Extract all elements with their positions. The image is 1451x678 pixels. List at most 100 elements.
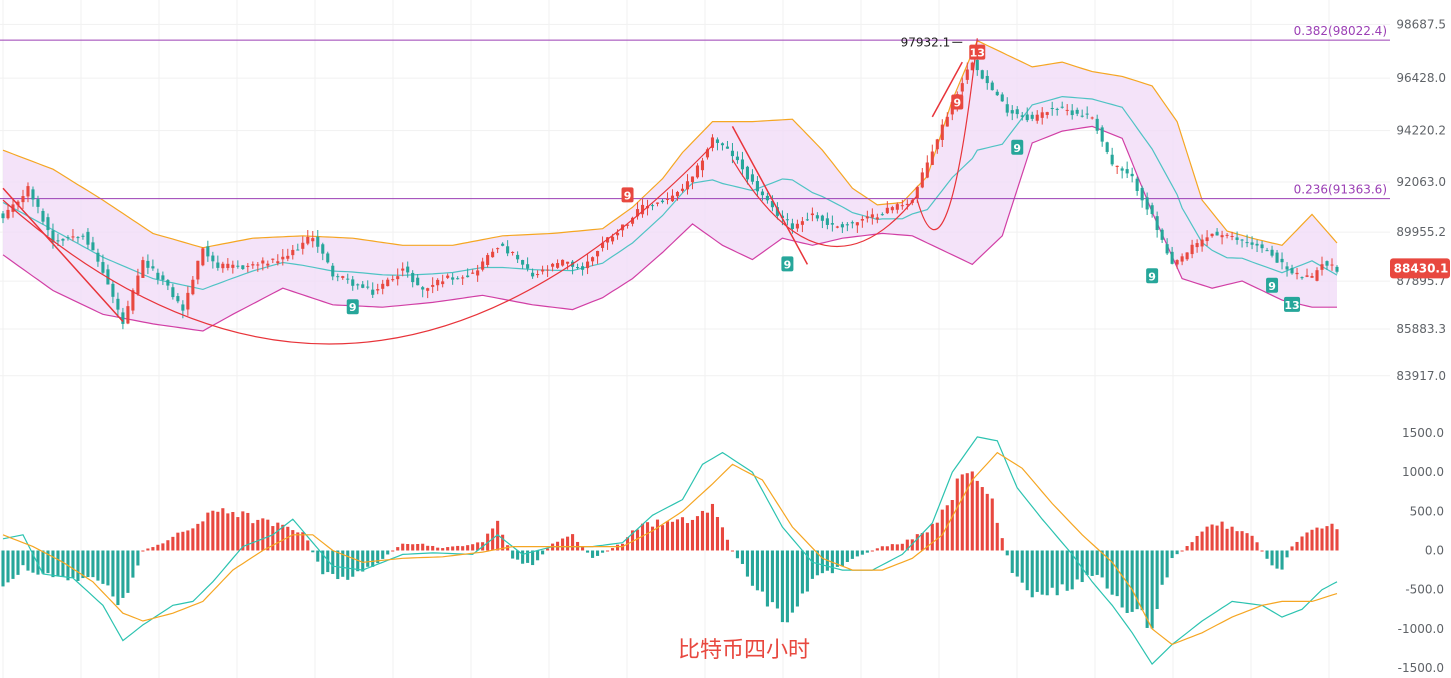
macd-hist-up [1205, 526, 1209, 551]
candle-up [960, 83, 964, 92]
candle-down [1130, 173, 1134, 177]
macd-hist-down [745, 550, 749, 577]
candle-up [795, 223, 799, 229]
macd-hist-up [645, 522, 650, 551]
candle-up [226, 263, 230, 269]
candle-up [835, 226, 839, 228]
macd-hist-down [1040, 550, 1044, 595]
candle-down [740, 159, 744, 170]
macd-hist-down [381, 550, 385, 559]
macd-hist-up [571, 534, 575, 551]
macd-hist-down [36, 550, 40, 575]
candle-down [660, 200, 665, 203]
candle-up [1180, 256, 1184, 262]
macd-hist-down [1270, 550, 1274, 566]
macd-hist-up [1305, 532, 1309, 551]
macd-hist-up [256, 519, 260, 551]
candle-down [211, 255, 215, 262]
candle-up [905, 203, 909, 205]
candle-up [965, 69, 969, 80]
candle-up [231, 264, 235, 268]
td-marker-bg [951, 94, 964, 110]
macd-hist-down [76, 550, 80, 581]
candle-up [131, 290, 135, 311]
candle-down [825, 218, 829, 225]
macd-hist-down [531, 550, 535, 566]
macd-hist-down [1105, 550, 1109, 589]
macd-hist-down [1265, 550, 1269, 559]
macd-hist-up [875, 548, 879, 551]
macd-hist-down [1120, 550, 1124, 608]
candle-down [1005, 104, 1009, 113]
macd-hist-down [136, 550, 140, 566]
macd-hist-down [1065, 550, 1069, 591]
macd-hist-down [1085, 550, 1089, 576]
macd-hist-down [1050, 550, 1054, 588]
candle-down [506, 246, 510, 254]
macd-hist-down [46, 550, 50, 574]
candle-up [186, 292, 190, 310]
macd-hist-up [1295, 541, 1299, 551]
candle-up [1230, 236, 1234, 238]
candle-down [516, 254, 520, 260]
band-fill [3, 40, 1337, 331]
macd-hist-up [1220, 521, 1224, 551]
macd-dif-line [2, 436, 1338, 666]
last-price-tag-bg [1390, 258, 1450, 279]
trend-line [931, 61, 963, 118]
macd-hist-up [885, 546, 889, 551]
candle-up [1210, 233, 1214, 237]
macd-hist-up [650, 526, 655, 551]
candle-up [551, 263, 555, 267]
macd-hist-down [1030, 550, 1034, 598]
candle-up [935, 139, 939, 150]
macd-hist-down [91, 550, 95, 578]
macd-hist-down [1150, 550, 1154, 629]
macd-hist-down [346, 550, 350, 580]
macd-hist-down [326, 550, 330, 573]
macd-hist-up [451, 546, 455, 551]
candle-up [610, 236, 615, 242]
price-tick-label: 98687.5 [1396, 17, 1446, 31]
td-marker-label: 13 [1284, 299, 1299, 312]
candle-down [1125, 169, 1129, 174]
candle-down [111, 283, 115, 297]
macd-tick-label: -500.0 [1405, 583, 1444, 597]
macd-hist-up [456, 545, 460, 551]
candle-down [166, 280, 170, 286]
td-marker-label: 9 [1148, 270, 1156, 283]
macd-hist-down [740, 550, 744, 564]
macd-hist-up [1255, 542, 1259, 551]
candle-down [790, 223, 794, 229]
macd-hist-down [765, 550, 769, 607]
macd-hist-down [371, 550, 375, 567]
candle-down [236, 265, 240, 267]
macd-hist-down [865, 550, 869, 553]
td-sequential-markers: 9 9 9 9 13 9 9 9 13 [346, 44, 1301, 315]
candle-up [945, 116, 949, 127]
macd-hist-down [601, 550, 605, 553]
macd-hist-up [191, 528, 195, 551]
macd-hist-down [331, 550, 335, 574]
candle-up [685, 181, 690, 190]
macd-hist-up [605, 550, 610, 552]
candle-up [695, 165, 700, 178]
macd-tick-label: 0.0 [1425, 544, 1444, 558]
candle-down [81, 235, 85, 237]
macd-hist-up [231, 512, 235, 551]
macd-hist-up [715, 516, 720, 551]
candle-up [301, 242, 305, 249]
macd-hist-up [935, 522, 939, 551]
macd-tick-label: -1500.0 [1398, 661, 1444, 675]
candle-up [665, 198, 670, 200]
candle-down [1085, 113, 1089, 115]
macd-tick-label: 1000.0 [1402, 465, 1444, 479]
macd-hist-up [501, 534, 505, 551]
candle-down [356, 284, 360, 286]
macd-hist-up [306, 540, 310, 551]
macd-hist-up [1195, 535, 1199, 551]
candle-up [511, 251, 515, 253]
macd-hist-down [735, 550, 739, 559]
macd-hist-down [1, 550, 5, 587]
candle-up [286, 255, 290, 259]
